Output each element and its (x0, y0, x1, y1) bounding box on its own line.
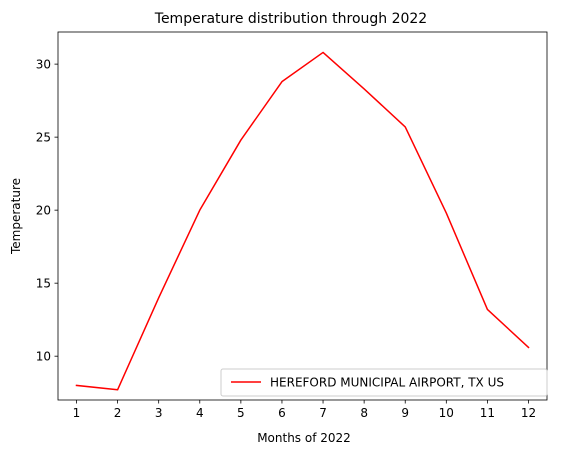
x-axis-label: Months of 2022 (257, 431, 351, 445)
legend-box (220, 368, 548, 397)
series-line-0 (75, 51, 530, 391)
x-tick-label: 8 (360, 406, 368, 420)
x-tick-label: 12 (521, 406, 536, 420)
x-tick-label: 6 (278, 406, 286, 420)
x-tick-label: 2 (114, 406, 122, 420)
x-tick-label: 5 (237, 406, 245, 420)
axes-frame (57, 31, 548, 401)
x-tick-label: 3 (155, 406, 163, 420)
series-layer (75, 51, 530, 391)
y-tick-label: 20 (36, 204, 51, 218)
legend-label: HEREFORD MUNICIPAL AIRPORT, TX US (270, 376, 504, 390)
y-tick-label: 15 (36, 277, 51, 291)
x-tick-label: 11 (480, 406, 495, 420)
chart-title: Temperature distribution through 2022 (154, 11, 427, 27)
x-tick-label: 4 (196, 406, 204, 420)
x-tick-label: 7 (319, 406, 327, 420)
x-tick-label: 9 (401, 406, 409, 420)
x-tick-label: 1 (73, 406, 81, 420)
y-tick-label: 10 (36, 350, 51, 364)
y-tick-label: 30 (36, 58, 51, 72)
plot-area (58, 32, 547, 400)
legend: HEREFORD MUNICIPAL AIRPORT, TX US (220, 368, 548, 397)
y-axis-label: Temperature (9, 178, 23, 255)
y-tick-label: 25 (36, 131, 51, 145)
x-tick-label: 10 (439, 406, 454, 420)
